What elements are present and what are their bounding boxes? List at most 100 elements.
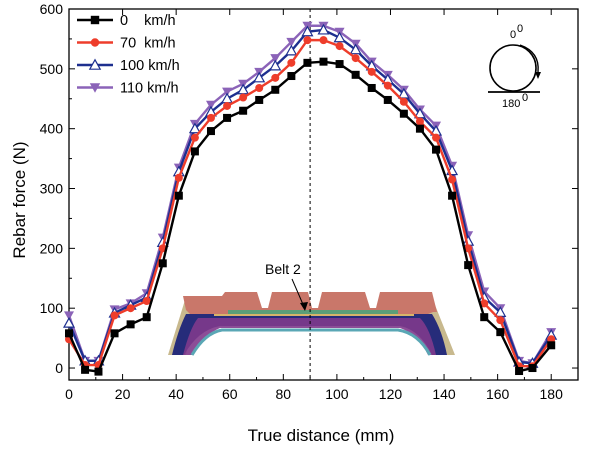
x-tick-label: 20 [115,386,131,402]
rotation-angle-diagram: 0 0 180 0 [488,23,541,110]
y-tick-label: 100 [40,300,64,316]
tire-belt-band [214,314,414,316]
angle-bottom-label: 180 [502,98,520,110]
data-point [448,191,457,200]
data-point [399,97,408,106]
data-point [415,124,424,133]
legend-swatch-marker [88,58,102,70]
data-point [253,71,266,83]
legend-item: 70 km/h [77,36,176,52]
data-point [223,101,232,110]
data-point [349,43,362,55]
tire-inner-liner [190,328,432,356]
belt-2-label: Belt 2 [265,261,301,277]
data-point [464,261,473,270]
series [65,36,556,371]
wheel-circle-icon [489,44,537,92]
data-point [367,83,376,92]
data-point [335,60,344,69]
data-point [333,31,346,43]
data-point [432,145,441,154]
data-point [528,364,537,373]
legend-item: 100 km/h [77,58,180,74]
data-point [190,147,199,156]
data-point [205,100,216,110]
data-point [158,259,167,268]
data-point [65,329,73,338]
data-point [94,367,103,376]
data-point [287,72,296,81]
data-point [319,36,328,45]
x-tick-label: 160 [486,386,510,402]
data-point [547,341,556,350]
legend-label: 100 km/h [120,58,180,74]
data-point [383,95,392,104]
y-axis-title: Rebar force (N) [10,141,29,258]
data-point [351,70,360,79]
data-point [415,117,424,126]
legend-swatch-marker [89,83,101,93]
rotation-arrow-icon [519,44,539,73]
legend-item: 0 km/h [77,13,176,29]
data-point [126,304,135,313]
data-point [480,313,489,322]
x-tick-label: 80 [276,386,292,402]
x-axis-title: True distance (mm) [248,426,395,445]
legend-label: 0 km/h [120,13,176,29]
angle-top-degree: 0 [517,23,523,35]
data-point [255,95,264,104]
legend-swatch-marker [90,15,100,25]
legend-item: 110 km/h [77,81,179,97]
data-point [301,25,314,37]
legend-label: 70 km/h [120,36,176,52]
data-point [81,365,90,374]
angle-top-label: 0 [510,29,516,41]
data-point [64,311,74,321]
data-point [285,44,298,56]
y-tick-label: 200 [40,240,64,256]
data-point [110,329,119,338]
y-tick-label: 500 [40,61,64,77]
chart-axes: 0 20 40 60 80 100 120 140 160 1800100200300400500… [40,1,579,402]
data-point [174,191,183,200]
series-layer [62,21,558,376]
data-point [110,311,119,320]
tire-cross-section-illustration: Belt 2 [168,261,455,356]
data-point [496,328,505,337]
data-point [464,244,473,253]
data-point [287,58,296,67]
data-point [206,127,215,136]
x-tick-label: 180 [540,386,564,402]
legend-label: 110 km/h [120,81,179,97]
data-point [480,299,489,308]
series [65,57,556,376]
legend-swatch-marker [90,38,100,47]
data-point [399,109,408,118]
x-tick-label: 100 [325,386,349,402]
tire-carcass-purple [183,318,436,355]
data-point [126,320,135,329]
data-point [515,367,524,376]
data-point [239,93,248,102]
data-point [62,316,76,328]
data-point [319,57,328,66]
data-point [239,106,248,115]
plot-frame [68,8,579,381]
x-tick-label: 0 [65,386,73,402]
data-point [303,36,312,45]
data-point [188,122,201,134]
data-point [271,85,280,94]
data-point [367,67,376,76]
data-point [448,175,457,184]
data-point [383,81,392,90]
data-point [432,133,441,142]
y-tick-label: 600 [40,1,64,17]
data-point [174,173,183,182]
angle-bottom-degree: 0 [522,92,528,104]
data-point [190,133,199,142]
data-point [222,87,233,97]
data-point [142,297,151,306]
data-point [255,83,264,92]
x-tick-label: 120 [379,386,403,402]
